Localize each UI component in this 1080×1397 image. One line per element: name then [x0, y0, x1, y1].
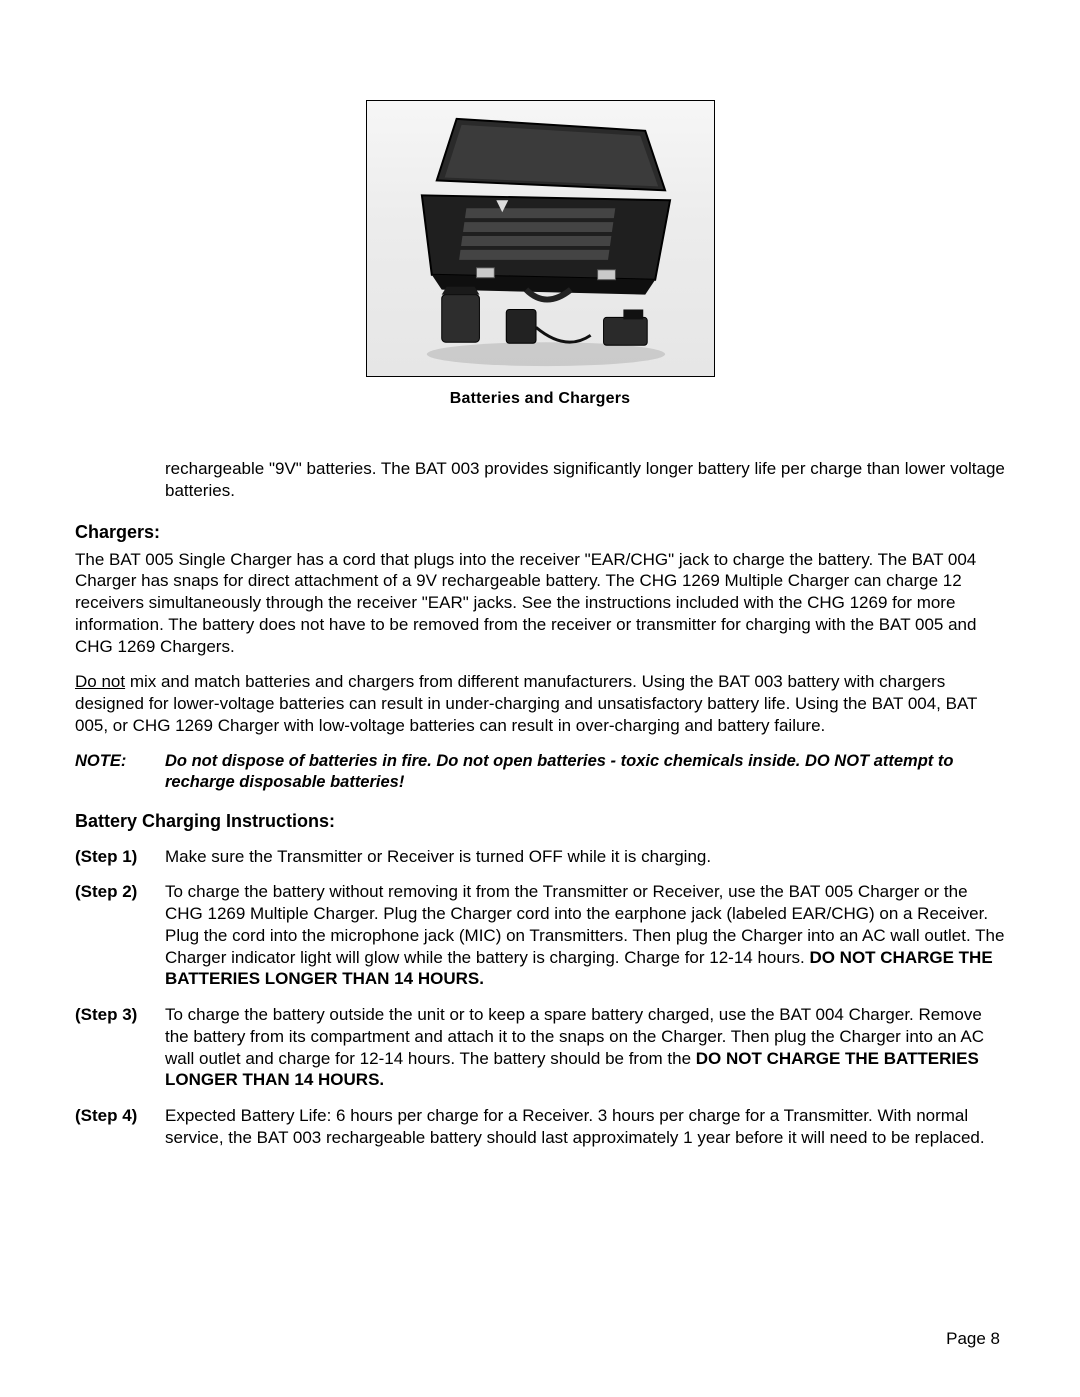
- chargers-p2: Do not mix and match batteries and charg…: [75, 671, 1005, 736]
- step-row: (Step 2) To charge the battery without r…: [75, 881, 1005, 990]
- step-row: (Step 3) To charge the battery outside t…: [75, 1004, 1005, 1091]
- step-label: (Step 3): [75, 1004, 165, 1091]
- step-row: (Step 1) Make sure the Transmitter or Re…: [75, 846, 1005, 868]
- intro-continued: rechargeable "9V" batteries. The BAT 003…: [165, 458, 1005, 502]
- figure-container: Batteries and Chargers: [75, 100, 1005, 408]
- note-text: Do not dispose of batteries in fire. Do …: [165, 751, 1005, 793]
- step-body: Make sure the Transmitter or Receiver is…: [165, 847, 711, 866]
- briefcase-illustration: [367, 101, 714, 376]
- page-number: Page 8: [946, 1329, 1000, 1349]
- step-text: To charge the battery without removing i…: [165, 881, 1005, 990]
- step-body: Expected Battery Life: 6 hours per charg…: [165, 1106, 985, 1147]
- chargers-p1: The BAT 005 Single Charger has a cord th…: [75, 549, 1005, 658]
- note-block: NOTE: Do not dispose of batteries in fir…: [75, 751, 1005, 793]
- step-label: (Step 4): [75, 1105, 165, 1149]
- figure-caption: Batteries and Chargers: [75, 390, 1005, 408]
- step-label: (Step 2): [75, 881, 165, 990]
- step-row: (Step 4) Expected Battery Life: 6 hours …: [75, 1105, 1005, 1149]
- step-text: Expected Battery Life: 6 hours per charg…: [165, 1105, 1005, 1149]
- chargers-p2-rest: mix and match batteries and chargers fro…: [75, 672, 977, 735]
- step-text: Make sure the Transmitter or Receiver is…: [165, 846, 1005, 868]
- steps-list: (Step 1) Make sure the Transmitter or Re…: [75, 846, 1005, 1149]
- step-text: To charge the battery outside the unit o…: [165, 1004, 1005, 1091]
- step-label: (Step 1): [75, 846, 165, 868]
- document-page: Batteries and Chargers rechargeable "9V"…: [0, 0, 1080, 1397]
- product-photo: [366, 100, 715, 377]
- do-not-underline: Do not: [75, 672, 125, 691]
- instructions-heading: Battery Charging Instructions:: [75, 811, 1005, 832]
- chargers-heading: Chargers:: [75, 522, 1005, 543]
- note-label: NOTE:: [75, 751, 165, 793]
